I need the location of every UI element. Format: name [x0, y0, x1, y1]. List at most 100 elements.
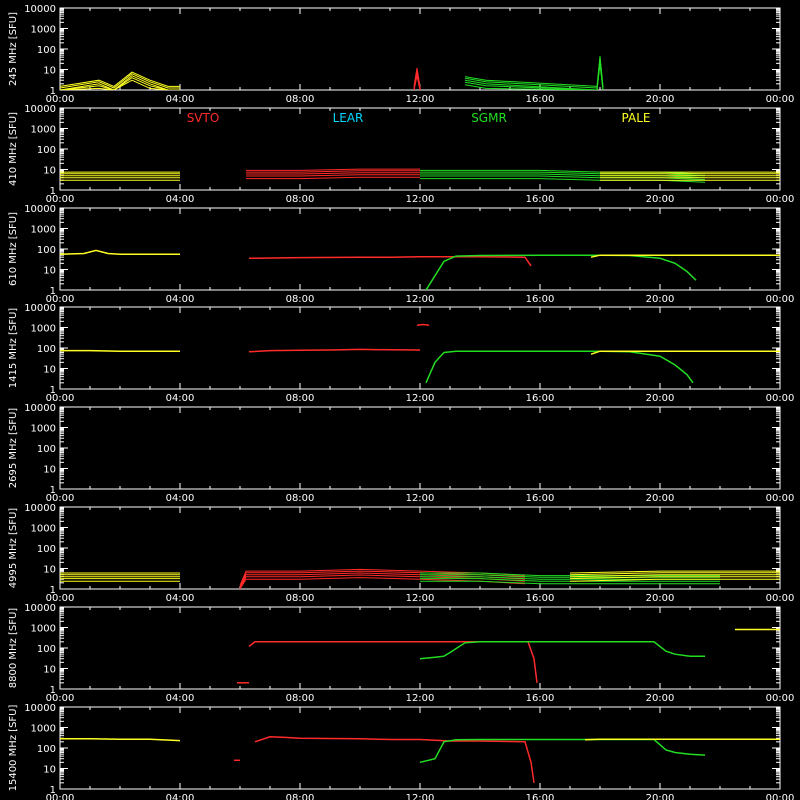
panel-7: 1 10 100 1000 10000 00:00 04:00 08:00 12:00 16:00… — [8, 603, 794, 704]
x-tick-label: 04:00 — [166, 793, 195, 800]
x-tick-label: 12:00 — [406, 194, 435, 205]
series-line-sgmr — [419, 738, 706, 764]
series-line-sgmr — [425, 350, 694, 384]
series-line-pale — [569, 574, 780, 578]
x-tick-label: 04:00 — [166, 194, 195, 205]
y-tick-label: 1000 — [31, 424, 56, 435]
y-tick-label: 1000 — [31, 624, 56, 635]
y-tick-label: 1000 — [31, 324, 56, 335]
x-tick-label: 08:00 — [286, 194, 315, 205]
series-line-svto — [246, 172, 420, 175]
y-tick-label: 1 — [50, 286, 56, 297]
plot-frame — [59, 606, 781, 690]
y-tick-label: 10 — [43, 665, 56, 676]
x-tick-label: 00:00 — [766, 294, 795, 305]
y-tick-label: 1000 — [31, 524, 56, 535]
x-tick-label: 00:00 — [766, 693, 795, 704]
series-line-pale — [569, 578, 780, 582]
y-tick-label: 10000 — [24, 104, 56, 115]
y-tick-label: 10 — [43, 765, 56, 776]
x-tick-label: 00:00 — [46, 94, 75, 105]
plot-frame — [59, 406, 781, 490]
y-axis-label: 4995 MHz [SFU] — [8, 508, 19, 589]
legend-item-sgmr: SGMR — [471, 111, 507, 125]
series-line-sgmr — [420, 580, 720, 585]
series-line-pale — [60, 349, 180, 352]
x-tick-label: 00:00 — [46, 793, 75, 800]
y-axis-label: 1415 MHz [SFU] — [8, 308, 19, 389]
y-tick-label: 10000 — [24, 503, 56, 514]
y-tick-label: 100 — [37, 544, 56, 555]
y-tick-label: 1000 — [31, 125, 56, 136]
series-line-svto — [248, 348, 421, 353]
y-tick-label: 100 — [37, 245, 56, 256]
y-tick-label: 100 — [37, 444, 56, 455]
plot-frame — [59, 306, 781, 390]
x-tick-label: 00:00 — [46, 294, 75, 305]
y-tick-label: 10 — [43, 465, 56, 476]
y-tick-label: 100 — [37, 644, 56, 655]
series-line-svto — [246, 174, 420, 177]
y-tick-label: 10 — [43, 66, 56, 77]
y-tick-label: 1 — [50, 785, 56, 796]
series-line-pale — [590, 350, 780, 355]
x-tick-label: 16:00 — [526, 793, 555, 800]
x-tick-label: 20:00 — [646, 393, 675, 404]
x-tick-label: 04:00 — [166, 393, 195, 404]
series-line-svto — [413, 67, 421, 87]
x-tick-label: 20:00 — [646, 693, 675, 704]
y-tick-label: 1 — [50, 685, 56, 696]
panel-6: 1 10 100 1000 10000 00:00 04:00 08:00 12:00 16:00… — [8, 503, 794, 604]
x-tick-label: 12:00 — [406, 593, 435, 604]
x-tick-label: 20:00 — [646, 493, 675, 504]
plot-frame — [59, 207, 781, 291]
x-tick-label: 16:00 — [526, 493, 555, 504]
series-line-sgmr — [419, 641, 705, 660]
x-tick-label: 16:00 — [526, 294, 555, 305]
x-tick-label: 00:00 — [46, 593, 75, 604]
x-tick-label: 00:00 — [46, 493, 75, 504]
series-line-pale — [60, 249, 180, 256]
y-axis-label: 2695 MHz [SFU] — [8, 408, 19, 489]
y-axis-label: 610 MHz [SFU] — [8, 212, 19, 286]
x-tick-label: 00:00 — [46, 393, 75, 404]
x-tick-label: 00:00 — [46, 693, 75, 704]
series-line-pale — [60, 73, 180, 89]
y-tick-label: 10000 — [24, 603, 56, 614]
x-tick-label: 08:00 — [286, 593, 315, 604]
y-tick-label: 10000 — [24, 303, 56, 314]
x-tick-label: 00:00 — [766, 194, 795, 205]
x-tick-label: 08:00 — [286, 793, 315, 800]
x-tick-label: 00:00 — [766, 94, 795, 105]
series-line-pale — [60, 738, 181, 742]
y-tick-label: 10000 — [24, 703, 56, 714]
series-line-sgmr — [420, 572, 720, 577]
x-tick-label: 20:00 — [646, 294, 675, 305]
x-tick-label: 12:00 — [406, 493, 435, 504]
series-line-svto — [248, 255, 532, 267]
x-tick-label: 16:00 — [526, 693, 555, 704]
x-tick-label: 00:00 — [766, 393, 795, 404]
y-axis-label: 410 MHz [SFU] — [8, 112, 19, 186]
x-tick-label: 16:00 — [526, 393, 555, 404]
panel-4: 1 10 100 1000 10000 00:00 04:00 08:00 12:00 16:00… — [8, 303, 794, 404]
series-line-pale — [584, 738, 780, 741]
x-tick-label: 12:00 — [406, 294, 435, 305]
plot-frame — [59, 7, 781, 91]
x-tick-label: 00:00 — [46, 194, 75, 205]
y-tick-label: 1 — [50, 385, 56, 396]
series-line-svto — [254, 736, 535, 783]
x-tick-label: 08:00 — [286, 493, 315, 504]
y-tick-label: 10000 — [24, 403, 56, 414]
y-tick-label: 1 — [50, 585, 56, 596]
x-tick-label: 04:00 — [166, 94, 195, 105]
series-line-pale — [569, 572, 780, 576]
x-tick-label: 12:00 — [406, 393, 435, 404]
series-line-pale — [590, 254, 780, 258]
panel-3: 1 10 100 1000 10000 00:00 04:00 08:00 12:00 16:00… — [8, 204, 794, 305]
series-line-pale — [569, 570, 780, 574]
panel-1: 1 10 100 1000 10000 00:00 04:00 08:00 12:00 16:00… — [8, 4, 794, 105]
y-tick-label: 10 — [43, 266, 56, 277]
legend-item-lear: LEAR — [333, 111, 364, 125]
